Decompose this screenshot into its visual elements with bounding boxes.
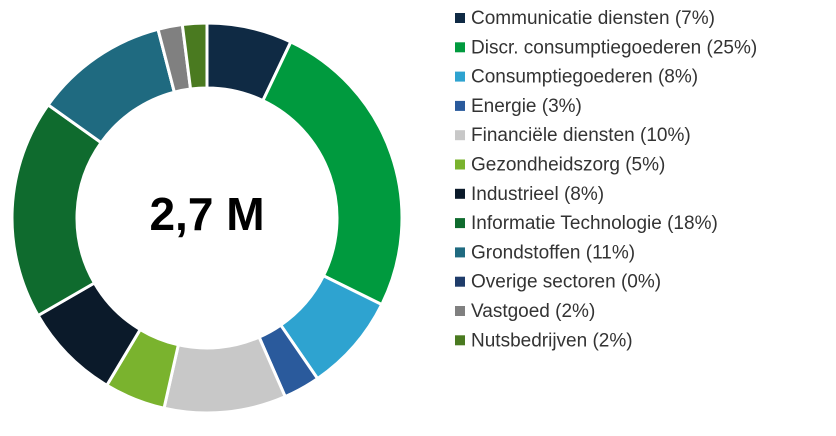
- legend-label: Communicatie diensten (7%): [471, 8, 715, 29]
- legend-swatch: [455, 247, 465, 258]
- legend-label: Informatie Technologie (18%): [471, 213, 718, 234]
- legend-swatch: [455, 13, 465, 23]
- legend-label: Grondstoffen (11%): [471, 242, 635, 263]
- legend-label: Nutsbedrijven (2%): [471, 330, 633, 351]
- legend-swatch: [455, 188, 465, 199]
- legend-label: Financiële diensten (10%): [471, 125, 691, 146]
- legend-swatch: [455, 71, 465, 82]
- legend-label: Discr. consumptiegoederen (25%): [471, 37, 757, 58]
- center-label: 2,7 M: [149, 188, 264, 240]
- legend-swatch: [455, 159, 465, 170]
- legend-swatch: [455, 218, 465, 229]
- legend-label: Overige sectoren (0%): [471, 272, 661, 293]
- legend-swatch: [455, 306, 465, 316]
- legend-swatch: [455, 130, 465, 141]
- donut-segment: [180, 21, 209, 91]
- legend-label: Vastgoed (2%): [471, 301, 595, 322]
- legend-label: Consumptiegoederen (8%): [471, 67, 698, 88]
- legend-swatch: [455, 42, 465, 53]
- donut-segment: [260, 39, 404, 307]
- legend-label: Gezondheidszorg (5%): [471, 155, 665, 176]
- legend-label: Energie (3%): [471, 96, 582, 117]
- legend-swatch: [455, 100, 465, 111]
- legend-label: Industrieel (8%): [471, 184, 604, 205]
- donut-segment: [10, 102, 104, 318]
- legend-swatch: [455, 276, 465, 287]
- legend-swatch: [455, 335, 465, 346]
